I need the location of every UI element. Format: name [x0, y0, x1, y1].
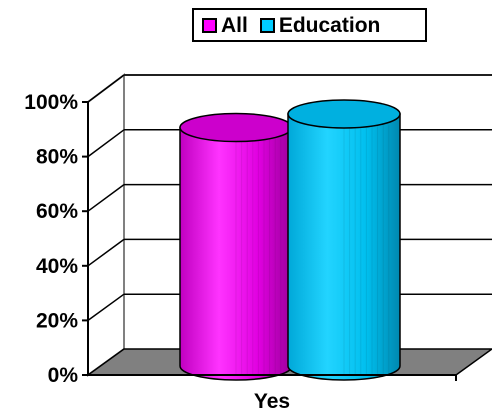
bar-all [179, 112, 293, 381]
legend-item-all: All [202, 15, 248, 36]
y-tick-label: 60% [36, 200, 78, 223]
gridline-side [87, 129, 125, 158]
gridline-side [87, 74, 125, 103]
gridline-side [87, 238, 125, 267]
bar-series [179, 99, 401, 381]
y-axis: 0% 20% 40% 60% 80% 100% [24, 91, 89, 387]
chart-side-wall [87, 73, 125, 377]
y-tick-label: 20% [36, 309, 78, 332]
legend-label-education: Education [278, 13, 381, 37]
gridline-side [87, 293, 125, 322]
x-category-label: Yes [254, 390, 290, 413]
legend-item-education: Education [259, 13, 381, 37]
y-tick-label: 40% [36, 255, 78, 278]
x-axis: Yes [88, 374, 457, 413]
chart-legend: All Education [192, 8, 427, 42]
bar-education [287, 99, 401, 381]
y-tick-label: 0% [48, 364, 79, 387]
legend-swatch-all [202, 17, 217, 33]
y-tick-label: 80% [36, 146, 78, 169]
legend-swatch-education [259, 17, 275, 33]
y-tick-label: 100% [24, 91, 78, 114]
legend-label-all: All [221, 13, 248, 37]
gridline-side [87, 183, 125, 212]
